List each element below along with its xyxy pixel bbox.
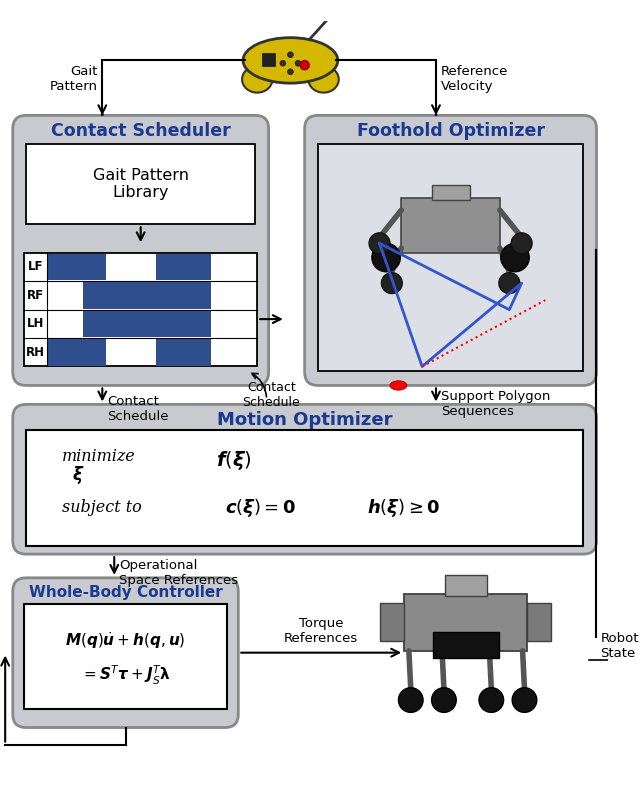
FancyBboxPatch shape — [13, 405, 596, 554]
Bar — [433, 632, 499, 659]
Bar — [156, 339, 211, 365]
Text: Support Polygon
Sequences: Support Polygon Sequences — [441, 390, 550, 418]
Text: Foothold Optimizer: Foothold Optimizer — [356, 123, 545, 141]
Bar — [26, 430, 583, 545]
Text: $\boldsymbol{c}(\boldsymbol{\xi}) = \boldsymbol{0}$: $\boldsymbol{c}(\boldsymbol{\xi}) = \bol… — [225, 497, 296, 519]
Circle shape — [512, 688, 537, 712]
Circle shape — [300, 61, 309, 70]
Text: LF: LF — [28, 260, 44, 274]
Text: Operational
Space References: Operational Space References — [119, 559, 238, 587]
Text: RF: RF — [27, 289, 44, 302]
Text: subject to: subject to — [62, 499, 142, 516]
Ellipse shape — [308, 66, 339, 93]
Bar — [156, 253, 211, 280]
Circle shape — [500, 243, 529, 272]
Circle shape — [479, 688, 504, 712]
Bar — [380, 604, 404, 641]
Text: Contact Scheduler: Contact Scheduler — [51, 123, 230, 141]
Circle shape — [399, 688, 423, 712]
Bar — [26, 144, 255, 224]
Text: $\boldsymbol{f}(\boldsymbol{\xi})$: $\boldsymbol{f}(\boldsymbol{\xi})$ — [216, 449, 251, 472]
Text: RH: RH — [26, 345, 45, 359]
Circle shape — [287, 69, 293, 75]
Bar — [445, 575, 486, 596]
Ellipse shape — [243, 38, 338, 83]
Bar — [401, 198, 500, 253]
Bar — [24, 604, 227, 708]
Circle shape — [287, 52, 293, 57]
FancyBboxPatch shape — [13, 116, 269, 386]
Text: Reference
Velocity: Reference Velocity — [441, 65, 508, 93]
Circle shape — [369, 233, 390, 253]
FancyBboxPatch shape — [305, 116, 596, 386]
Bar — [318, 144, 583, 371]
Bar — [47, 253, 106, 280]
Text: Motion Optimizer: Motion Optimizer — [217, 411, 392, 429]
Text: $\boldsymbol{\xi}$: $\boldsymbol{\xi}$ — [72, 464, 84, 486]
Text: Whole-Body Controller: Whole-Body Controller — [29, 585, 223, 600]
Bar — [431, 184, 470, 200]
Text: Robot
State: Robot State — [600, 632, 639, 660]
Bar — [527, 604, 551, 641]
Text: $\boldsymbol{h}(\boldsymbol{\xi}) \geq \boldsymbol{0}$: $\boldsymbol{h}(\boldsymbol{\xi}) \geq \… — [367, 497, 440, 519]
Text: Torque
References: Torque References — [284, 617, 358, 645]
Text: Gait
Pattern: Gait Pattern — [49, 65, 97, 93]
Circle shape — [372, 243, 401, 272]
Text: Contact
Schedule: Contact Schedule — [243, 381, 300, 408]
Bar — [24, 253, 257, 367]
Text: Contact
Schedule: Contact Schedule — [107, 395, 168, 423]
FancyBboxPatch shape — [13, 578, 238, 727]
Circle shape — [511, 233, 532, 253]
Bar — [404, 594, 527, 651]
Ellipse shape — [390, 381, 407, 390]
Bar — [83, 311, 211, 337]
Text: Gait Pattern
Library: Gait Pattern Library — [93, 168, 189, 200]
Text: LH: LH — [27, 317, 44, 331]
Ellipse shape — [242, 66, 273, 93]
Circle shape — [499, 272, 520, 294]
Circle shape — [280, 61, 285, 66]
Text: $\boldsymbol{M}(\boldsymbol{q})\dot{\boldsymbol{u}} + \boldsymbol{h}(\boldsymbol: $\boldsymbol{M}(\boldsymbol{q})\dot{\bol… — [65, 630, 186, 651]
Bar — [83, 283, 211, 309]
Text: minimize: minimize — [62, 448, 136, 465]
Text: $= \boldsymbol{S}^T\boldsymbol{\tau} + \boldsymbol{J}_S^T\boldsymbol{\lambda}$: $= \boldsymbol{S}^T\boldsymbol{\tau} + \… — [81, 663, 170, 687]
Circle shape — [431, 688, 456, 712]
Circle shape — [295, 61, 301, 66]
Circle shape — [381, 272, 402, 294]
Bar — [47, 339, 106, 365]
Bar — [262, 53, 275, 66]
